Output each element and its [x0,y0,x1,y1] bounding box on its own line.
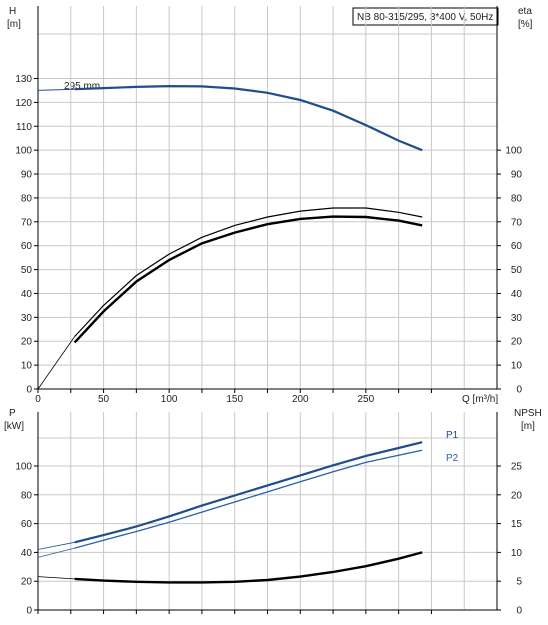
y-tick-label-right: 0 [516,385,522,396]
h-axis-unit: [m] [7,19,21,30]
y-tick-label-right: 40 [511,289,523,300]
y-tick-label-left: 110 [16,122,32,133]
y-tick-label-right: 90 [511,170,523,181]
h-axis-label: H [9,6,16,17]
y-tick-label-left: 130 [15,74,32,85]
x-axis-label: Q [m³/h] [462,394,498,405]
x-tick-label: 200 [292,394,309,405]
y-tick-label-left: 0 [26,606,32,617]
y-tick-label-right: 50 [511,265,523,276]
y-tick-label-left: 20 [21,337,33,348]
p1-series-label: P1 [446,430,459,441]
power-npsh-chart: P [kW] NPSH [m] 0 20 40 60 80 100 0 5 10 15 20 25 P1… [4,408,542,617]
y-tick-label-right: 30 [511,313,523,324]
x-tick-label: 100 [161,394,178,405]
y-tick-label-left: 10 [21,361,33,372]
npsh-curve-extrapolated [37,576,75,580]
impeller-diameter-annotation: 295 mm [64,81,100,92]
x-tick-label: 250 [358,394,375,405]
y-tick-label-left: 40 [21,289,33,300]
y-tick-label-left: 60 [21,519,33,530]
y-tick-label-right: 100 [505,146,522,157]
npsh-axis-unit: [m] [521,421,535,432]
y-tick-label-left: 40 [21,548,33,559]
y-tick-label-right: 20 [511,337,523,348]
p-axis-unit: [kW] [4,421,24,432]
y-tick-label-left: 120 [15,98,32,109]
p-axis-label: P [9,408,16,419]
y-tick-label-right: 70 [511,217,523,228]
eta-axis-unit: [%] [518,19,533,30]
y-tick-label-left: 0 [26,385,32,396]
legend-box [352,7,499,26]
power-p2-curve-extrapolated [37,547,75,558]
npsh-axis-label: NPSH [514,408,542,419]
y-tick-label-right: 25 [511,462,523,473]
y-tick-label-left: 100 [15,462,32,473]
p2-series-label: P2 [446,453,459,464]
npsh-curve [74,551,423,584]
head-curve [74,84,423,152]
head-curve-extrapolated [37,88,75,91]
power-p2-curve [74,449,423,549]
power-p1-curve-extrapolated [37,541,75,550]
x-tick-label: 50 [98,394,110,405]
y-tick-label-right: 60 [511,241,523,252]
x-tick-label: 0 [35,394,41,405]
x-tick-label: 150 [226,394,243,405]
y-tick-label-left: 20 [21,577,33,588]
efficiency-curve-lower [73,215,423,344]
y-tick-label-right: 15 [511,519,523,530]
y-tick-label-left: 70 [21,217,33,228]
y-tick-label-left: 90 [21,170,33,181]
y-tick-label-left: 50 [21,265,33,276]
y-tick-label-left: 80 [21,490,33,501]
eta-axis-label: eta [518,6,532,17]
efficiency-curve-upper [74,207,423,337]
head-efficiency-chart: H [m] eta [%] Q [m³/h] NB 80-315/295, 3*… [7,6,533,405]
efficiency-curve-extrapolated [37,336,76,390]
y-tick-label-left: 60 [21,241,33,252]
y-tick-label-left: 100 [15,146,32,157]
legend-text: NB 80-315/295, 3*400 V, 50Hz [357,12,493,23]
y-tick-label-right: 5 [516,577,522,588]
y-tick-label-right: 10 [511,548,523,559]
y-tick-label-right: 10 [511,361,523,372]
y-tick-label-right: 0 [516,606,522,617]
y-tick-label-right: 80 [511,193,523,204]
y-tick-label-right: 20 [511,490,523,501]
y-tick-label-left: 80 [21,193,33,204]
y-tick-label-left: 30 [21,313,33,324]
power-p1-curve [74,441,423,544]
